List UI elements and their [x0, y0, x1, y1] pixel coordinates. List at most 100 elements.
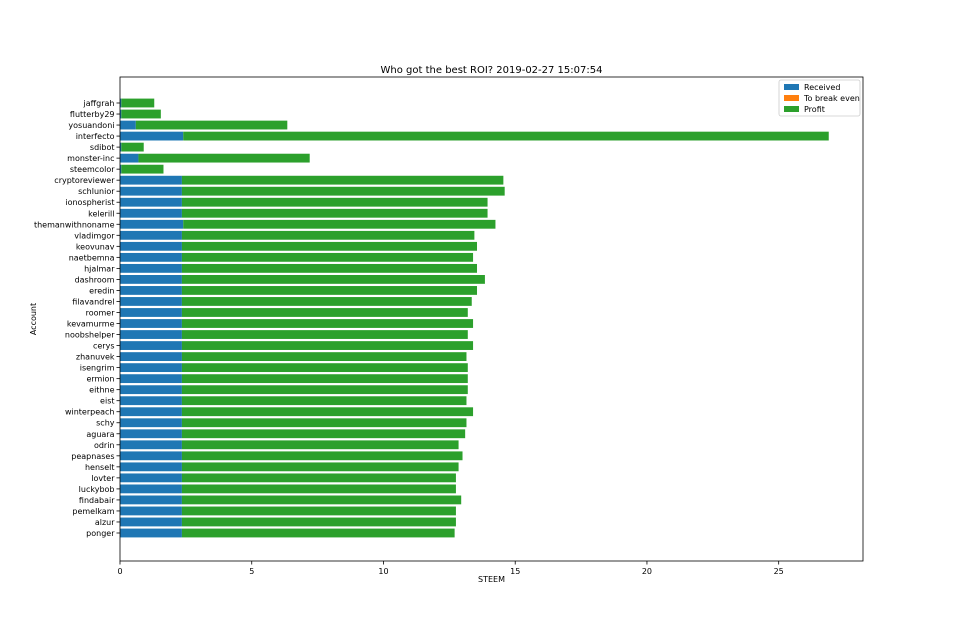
legend: Received To break even Profit: [778, 79, 861, 117]
y-tick-label: filavandrel: [72, 297, 114, 306]
x-axis-title: STEEM: [478, 575, 505, 584]
bar-received-hjalmar: [120, 263, 182, 273]
bar-profit-cerys: [181, 341, 474, 350]
y-tick-label: noobshelper: [65, 331, 115, 340]
bar-profit-roomer: [181, 308, 468, 317]
bar-profit-eredin: [181, 286, 478, 295]
bar-profit-schy: [181, 418, 467, 428]
legend-label-to-break-even: To break even: [803, 94, 860, 103]
bar-received-findabair: [120, 495, 182, 505]
x-tick-label: 25: [774, 567, 784, 576]
y-tick-label: flutterby29: [70, 110, 115, 119]
bar-profit-lovter: [181, 473, 456, 483]
bar-received-naetbemna: [120, 252, 182, 262]
bars-group: [120, 98, 829, 538]
y-tick-label: luckybob: [79, 485, 115, 494]
y-axis-title: Account: [29, 303, 38, 335]
bar-profit-luckybob: [181, 484, 456, 494]
bar-received-noobshelper: [120, 330, 182, 339]
bar-received-schlunior: [120, 186, 182, 196]
bar-profit-aguara: [181, 429, 466, 439]
y-tick-label: winterpeach: [65, 408, 115, 417]
bar-profit-eist: [181, 396, 467, 406]
x-tick-label: 15: [510, 567, 520, 576]
bar-profit-ionospherist: [181, 197, 488, 207]
y-tick-label: aguara: [86, 430, 114, 439]
y-tick-label: themanwithnoname: [34, 220, 115, 229]
bar-profit-dashroom: [181, 275, 485, 284]
y-tick-label: schy: [96, 419, 115, 428]
bar-received-lovter: [120, 473, 182, 483]
bar-received-odrin: [120, 440, 182, 450]
y-tick-label: eist: [100, 397, 114, 406]
y-tick-label: findabair: [79, 496, 115, 505]
legend-swatch-to-break-even: [784, 95, 799, 101]
bar-profit-schlunior: [181, 186, 505, 196]
x-tick-label: 0: [117, 567, 122, 576]
bar-received-cerys: [120, 341, 182, 350]
y-tick-label: peapnases: [71, 452, 114, 461]
y-tick-label: dashroom: [75, 275, 115, 284]
bar-profit-naetbemna: [181, 252, 474, 262]
y-tick-label: naetbemna: [69, 253, 115, 262]
bar-received-kevamurme: [120, 319, 182, 328]
bar-profit-filavandrel: [181, 297, 472, 306]
y-tick-label: ermion: [86, 375, 114, 384]
y-tick-label: monster-inc: [67, 154, 114, 163]
bar-profit-kevamurme: [181, 319, 474, 328]
bar-profit-yosuandoni: [135, 120, 288, 130]
y-tick-label: roomer: [86, 308, 116, 317]
bar-profit-kelerill: [181, 208, 488, 218]
y-tick-label: eredin: [89, 286, 114, 295]
bar-profit-henselt: [181, 462, 459, 472]
bar-received-pemelkam: [120, 506, 182, 516]
bar-received-keovunav: [120, 241, 182, 251]
y-tick-label: interfecto: [76, 132, 115, 141]
bar-received-eist: [120, 396, 182, 406]
bar-received-steemcolor: [120, 164, 122, 174]
y-tick-label: zhanuvek: [76, 353, 115, 362]
bar-profit-findabair: [181, 495, 462, 505]
y-tick-label: henselt: [85, 463, 115, 472]
bar-received-jaffgrah: [120, 98, 122, 108]
bar-received-winterpeach: [120, 407, 182, 417]
y-tick-label: hjalmar: [84, 264, 115, 273]
bar-received-luckybob: [120, 484, 182, 494]
chart-title: Who got the best ROI? 2019-02-27 15:07:5…: [381, 65, 603, 76]
bar-profit-cryptoreviewer: [181, 175, 504, 185]
y-tick-label: steemcolor: [70, 165, 115, 174]
bar-received-filavandrel: [120, 297, 182, 306]
y-tick-label: alzur: [95, 518, 115, 527]
bar-profit-vladimgor: [181, 230, 475, 240]
bar-profit-alzur: [181, 517, 456, 527]
y-tick-label: ponger: [86, 529, 115, 538]
bar-received-henselt: [120, 462, 182, 472]
legend-label-profit: Profit: [804, 105, 825, 114]
y-tick-label: pemelkam: [72, 507, 114, 516]
bar-received-ermion: [120, 374, 182, 384]
bar-received-schy: [120, 418, 182, 428]
legend-swatch-received: [784, 84, 799, 90]
y-tick-label: eithne: [89, 386, 114, 395]
y-tick-label: jaffgrah: [83, 99, 115, 108]
bar-profit-isengrim: [181, 363, 468, 373]
y-tick-label: isengrim: [80, 364, 115, 373]
y-tick-label: keovunav: [76, 242, 115, 251]
bar-profit-monster-inc: [138, 153, 310, 163]
bar-received-eredin: [120, 286, 182, 295]
bar-profit-interfecto: [183, 131, 829, 141]
y-tick-label: cerys: [93, 342, 115, 351]
x-tick-label: 20: [642, 567, 652, 576]
bar-received-flutterby29: [120, 109, 122, 119]
bar-received-ionospherist: [120, 197, 182, 207]
y-tick-label: schlunior: [78, 187, 115, 196]
bar-received-dashroom: [120, 275, 182, 284]
y-tick-label: yosuandoni: [68, 121, 114, 130]
bar-profit-peapnases: [181, 451, 463, 461]
bar-received-vladimgor: [120, 230, 182, 240]
bar-received-zhanuvek: [120, 352, 182, 361]
bar-profit-pemelkam: [181, 506, 456, 516]
y-tick-label: cryptoreviewer: [54, 176, 115, 185]
bar-profit-steemcolor: [121, 164, 164, 174]
